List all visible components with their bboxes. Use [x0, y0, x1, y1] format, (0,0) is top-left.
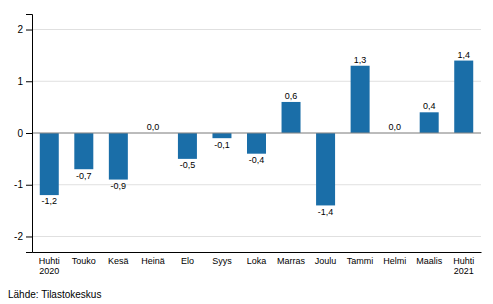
- x-tick-label-line: Maalis: [416, 256, 443, 266]
- y-tick-label: 0: [17, 128, 23, 139]
- x-tick-label: Maalis: [416, 256, 443, 266]
- x-tick: Heinä: [141, 256, 165, 266]
- x-tick-label: Elo: [181, 256, 194, 266]
- grid-line: [32, 81, 481, 82]
- grid: [32, 30, 481, 237]
- x-axis: Huhti2020ToukoKesäHeinäEloSyysLokaMarras…: [33, 253, 482, 277]
- x-tick: Helmi: [383, 256, 406, 266]
- x-tick: Kesä: [108, 256, 129, 266]
- data-label: 0,0: [147, 122, 160, 132]
- data-labels: -1,2 -0,7 -0,9 0,0 -0,5 -0,1 -0,4 0,6 -1,4 1,3 0,0…: [42, 50, 470, 217]
- zero-line: [32, 133, 481, 134]
- x-tick-label: Helmi: [383, 256, 406, 266]
- x-tick-label-line: Helmi: [383, 256, 406, 266]
- data-label: 0,4: [423, 101, 436, 111]
- grid-line: [32, 133, 481, 134]
- x-tick: Touko: [72, 256, 96, 266]
- y-tick: 1: [17, 76, 32, 87]
- x-tick: Elo: [181, 256, 194, 266]
- x-tick-label: Tammi: [347, 256, 374, 266]
- x-tick: Loka: [247, 256, 267, 266]
- x-axis-line: [33, 252, 482, 253]
- x-tick-label-line: Loka: [247, 256, 267, 266]
- y-tick: 0: [17, 128, 32, 139]
- bar: [247, 133, 266, 154]
- x-tick-label: Heinä: [141, 256, 165, 266]
- y-tick-mark: [26, 185, 32, 186]
- data-label: -1,4: [318, 207, 334, 217]
- x-tick-label-line: Huhti: [39, 256, 60, 266]
- x-tick-label-line: 2021: [454, 266, 474, 276]
- y-tick: -1: [14, 179, 32, 190]
- x-tick-label: Kesä: [108, 256, 129, 266]
- x-tick-label-line: Joulu: [315, 256, 337, 266]
- y-tick-label: -2: [14, 231, 23, 242]
- grid-line: [32, 236, 481, 237]
- data-label: 1,3: [354, 55, 367, 65]
- data-label: 0,6: [285, 91, 298, 101]
- data-label: -0,5: [180, 160, 196, 170]
- data-label: 0,0: [388, 122, 401, 132]
- x-tick-label-line: Heinä: [141, 256, 165, 266]
- bar: [40, 133, 59, 195]
- chart-svg: -2-1012Huhti2020ToukoKesäHeinäEloSyysLok…: [0, 0, 493, 304]
- x-tick: Huhti2021: [453, 256, 474, 276]
- bar: [316, 133, 335, 205]
- data-label: -0,7: [76, 171, 92, 181]
- bar: [74, 133, 93, 169]
- y-tick-label: 2: [17, 24, 23, 35]
- y-tick-label: -1: [14, 179, 23, 190]
- data-label: -0,9: [111, 181, 127, 191]
- data-label: -0,4: [249, 155, 265, 165]
- x-tick-label: Touko: [72, 256, 96, 266]
- data-label: -0,1: [214, 140, 230, 150]
- chart-container: -2-1012Huhti2020ToukoKesäHeinäEloSyysLok…: [0, 0, 493, 304]
- x-tick-label: Marras: [277, 256, 306, 266]
- y-tick-mark: [26, 30, 32, 31]
- y-tick: -2: [14, 231, 32, 242]
- bar: [454, 61, 473, 133]
- x-tick-label: Loka: [247, 256, 267, 266]
- bar: [420, 112, 439, 133]
- x-tick-label-line: Touko: [72, 256, 96, 266]
- data-label: -1,2: [42, 196, 58, 206]
- x-tick-label: Joulu: [315, 256, 337, 266]
- x-tick-label: Syys: [212, 256, 232, 266]
- x-tick-label-line: Elo: [181, 256, 194, 266]
- bar: [351, 66, 370, 133]
- x-tick-label: Huhti2020: [39, 256, 60, 276]
- grid-line: [32, 29, 481, 30]
- bar: [109, 133, 128, 180]
- bar: [282, 102, 301, 133]
- source-text: Lähde: Tilastokeskus: [8, 289, 101, 300]
- y-tick: 2: [17, 24, 32, 35]
- x-tick: Maalis: [416, 256, 443, 266]
- x-tick-label-line: Huhti: [453, 256, 474, 266]
- x-tick-label-line: 2020: [39, 266, 59, 276]
- plot-area: -2-1012Huhti2020ToukoKesäHeinäEloSyysLok…: [14, 15, 481, 277]
- x-tick: Huhti2020: [39, 256, 60, 276]
- x-tick: Tammi: [347, 256, 374, 266]
- y-tick-mark: [26, 81, 32, 82]
- x-tick: Joulu: [315, 256, 337, 266]
- x-tick-label: Huhti2021: [453, 256, 474, 276]
- y-tick-label: 1: [17, 76, 23, 87]
- x-tick-label-line: Syys: [212, 256, 232, 266]
- y-tick-mark: [26, 236, 32, 237]
- x-tick: Syys: [212, 256, 232, 266]
- y-tick-mark: [26, 133, 32, 134]
- x-tick-label-line: Marras: [277, 256, 306, 266]
- y-axis-line: [26, 15, 33, 253]
- x-tick-label-line: Tammi: [347, 256, 374, 266]
- grid-line: [32, 184, 481, 185]
- x-tick: Marras: [277, 256, 306, 266]
- bar: [212, 133, 231, 138]
- bar: [178, 133, 197, 159]
- data-label: 1,4: [457, 50, 470, 60]
- y-axis: -2 -1 0 1 2: [14, 15, 32, 253]
- x-tick-label-line: Kesä: [108, 256, 129, 266]
